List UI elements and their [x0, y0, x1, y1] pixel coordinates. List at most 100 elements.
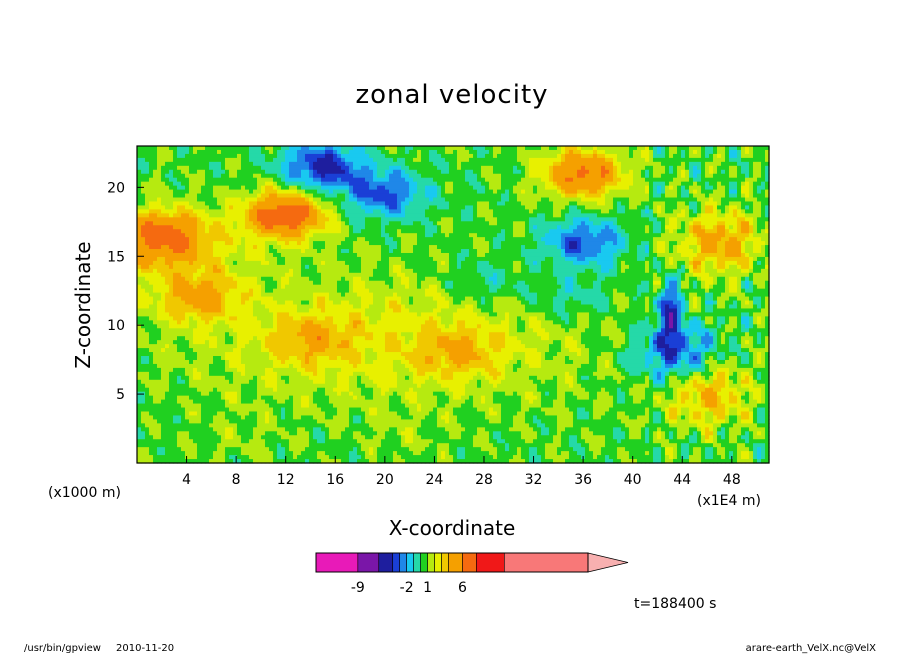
contour-cell — [365, 276, 370, 282]
contour-cell — [341, 352, 346, 357]
contour-cell — [245, 348, 250, 353]
contour-cell — [325, 336, 330, 341]
contour-cell — [353, 324, 358, 329]
contour-cell — [289, 356, 294, 361]
contour-cell — [229, 324, 234, 329]
contour-cell — [209, 407, 214, 413]
contour-cell — [369, 379, 374, 385]
contour-cell — [193, 245, 198, 250]
contour-cell — [361, 312, 366, 317]
contour-cell — [281, 189, 286, 195]
contour-cell — [145, 229, 150, 234]
contour-cell — [261, 161, 266, 167]
contour-cell — [165, 324, 170, 329]
contour-cell — [329, 304, 334, 310]
contour-cell — [373, 352, 378, 357]
contour-cell — [169, 344, 174, 349]
contour-cell — [213, 245, 218, 250]
contour-cell — [345, 367, 350, 373]
contour-cell — [221, 213, 226, 218]
contour-cell — [237, 383, 242, 389]
contour-cell — [357, 344, 362, 349]
contour-cell — [317, 312, 322, 317]
contour-cell — [141, 308, 146, 314]
contour-cell — [225, 205, 230, 210]
contour-cell — [173, 300, 178, 306]
contour-cell — [149, 324, 154, 329]
contour-cell — [361, 256, 366, 262]
contour-cell — [309, 252, 314, 258]
contour-cell — [281, 300, 286, 306]
contour-cell — [269, 395, 274, 401]
contour-cell — [333, 375, 338, 381]
contour-cell — [141, 252, 146, 258]
contour-cell — [329, 387, 334, 393]
contour-cell — [269, 221, 274, 226]
contour-cell — [225, 276, 230, 282]
contour-cell — [373, 403, 378, 409]
contour-cell — [285, 284, 290, 290]
contour-cell — [329, 241, 334, 246]
contour-cell — [237, 352, 242, 357]
contour-cell — [213, 153, 218, 159]
contour-cell — [333, 379, 338, 385]
contour-cell — [333, 352, 338, 357]
contour-cell — [257, 423, 262, 428]
contour-cell — [197, 149, 202, 155]
contour-cell — [225, 359, 230, 365]
contour-cell — [373, 296, 378, 302]
contour-cell — [193, 328, 198, 333]
contour-cell — [357, 375, 362, 381]
contour-cell — [313, 455, 318, 460]
contour-cell — [269, 284, 274, 290]
contour-cell — [337, 300, 342, 306]
contour-cell — [377, 249, 382, 254]
contour-cell — [321, 161, 326, 167]
contour-cell — [161, 316, 166, 321]
contour-cell — [309, 367, 314, 373]
contour-cell — [217, 304, 222, 310]
contour-cell — [325, 201, 330, 207]
contour-cell — [313, 340, 318, 345]
contour-cell — [233, 375, 238, 381]
contour-cell — [249, 316, 254, 321]
contour-cell — [289, 221, 294, 226]
contour-cell — [301, 241, 306, 246]
contour-cell — [181, 443, 186, 448]
contour-cell — [237, 173, 242, 179]
contour-cell — [337, 344, 342, 349]
contour-cell — [369, 165, 374, 171]
contour-cell — [265, 371, 270, 377]
contour-cell — [257, 447, 262, 452]
contour-cell — [273, 451, 278, 456]
contour-cell — [161, 173, 166, 179]
contour-cell — [217, 415, 222, 421]
contour-cell — [233, 395, 238, 401]
contour-cell — [225, 217, 230, 222]
contour-cell — [237, 272, 242, 278]
contour-cell — [317, 221, 322, 226]
contour-cell — [213, 264, 218, 270]
contour-cell — [197, 455, 202, 460]
contour-cell — [193, 241, 198, 246]
contour-cell — [233, 272, 238, 278]
contour-cell — [317, 252, 322, 258]
contour-cell — [201, 459, 206, 464]
contour-cell — [345, 284, 350, 290]
contour-cell — [161, 435, 166, 440]
contour-cell — [277, 427, 282, 432]
contour-cell — [269, 371, 274, 377]
contour-cell — [149, 205, 154, 210]
contour-cell — [169, 423, 174, 428]
contour-cell — [253, 252, 258, 258]
contour-cell — [317, 391, 322, 397]
contour-cell — [153, 304, 158, 310]
contour-cell — [333, 292, 338, 298]
contour-cell — [161, 312, 166, 317]
contour-cell — [229, 340, 234, 345]
contour-cell — [325, 276, 330, 282]
contour-cell — [377, 363, 382, 369]
contour-cell — [257, 399, 262, 405]
contour-cell — [161, 272, 166, 278]
contour-cell — [357, 316, 362, 321]
